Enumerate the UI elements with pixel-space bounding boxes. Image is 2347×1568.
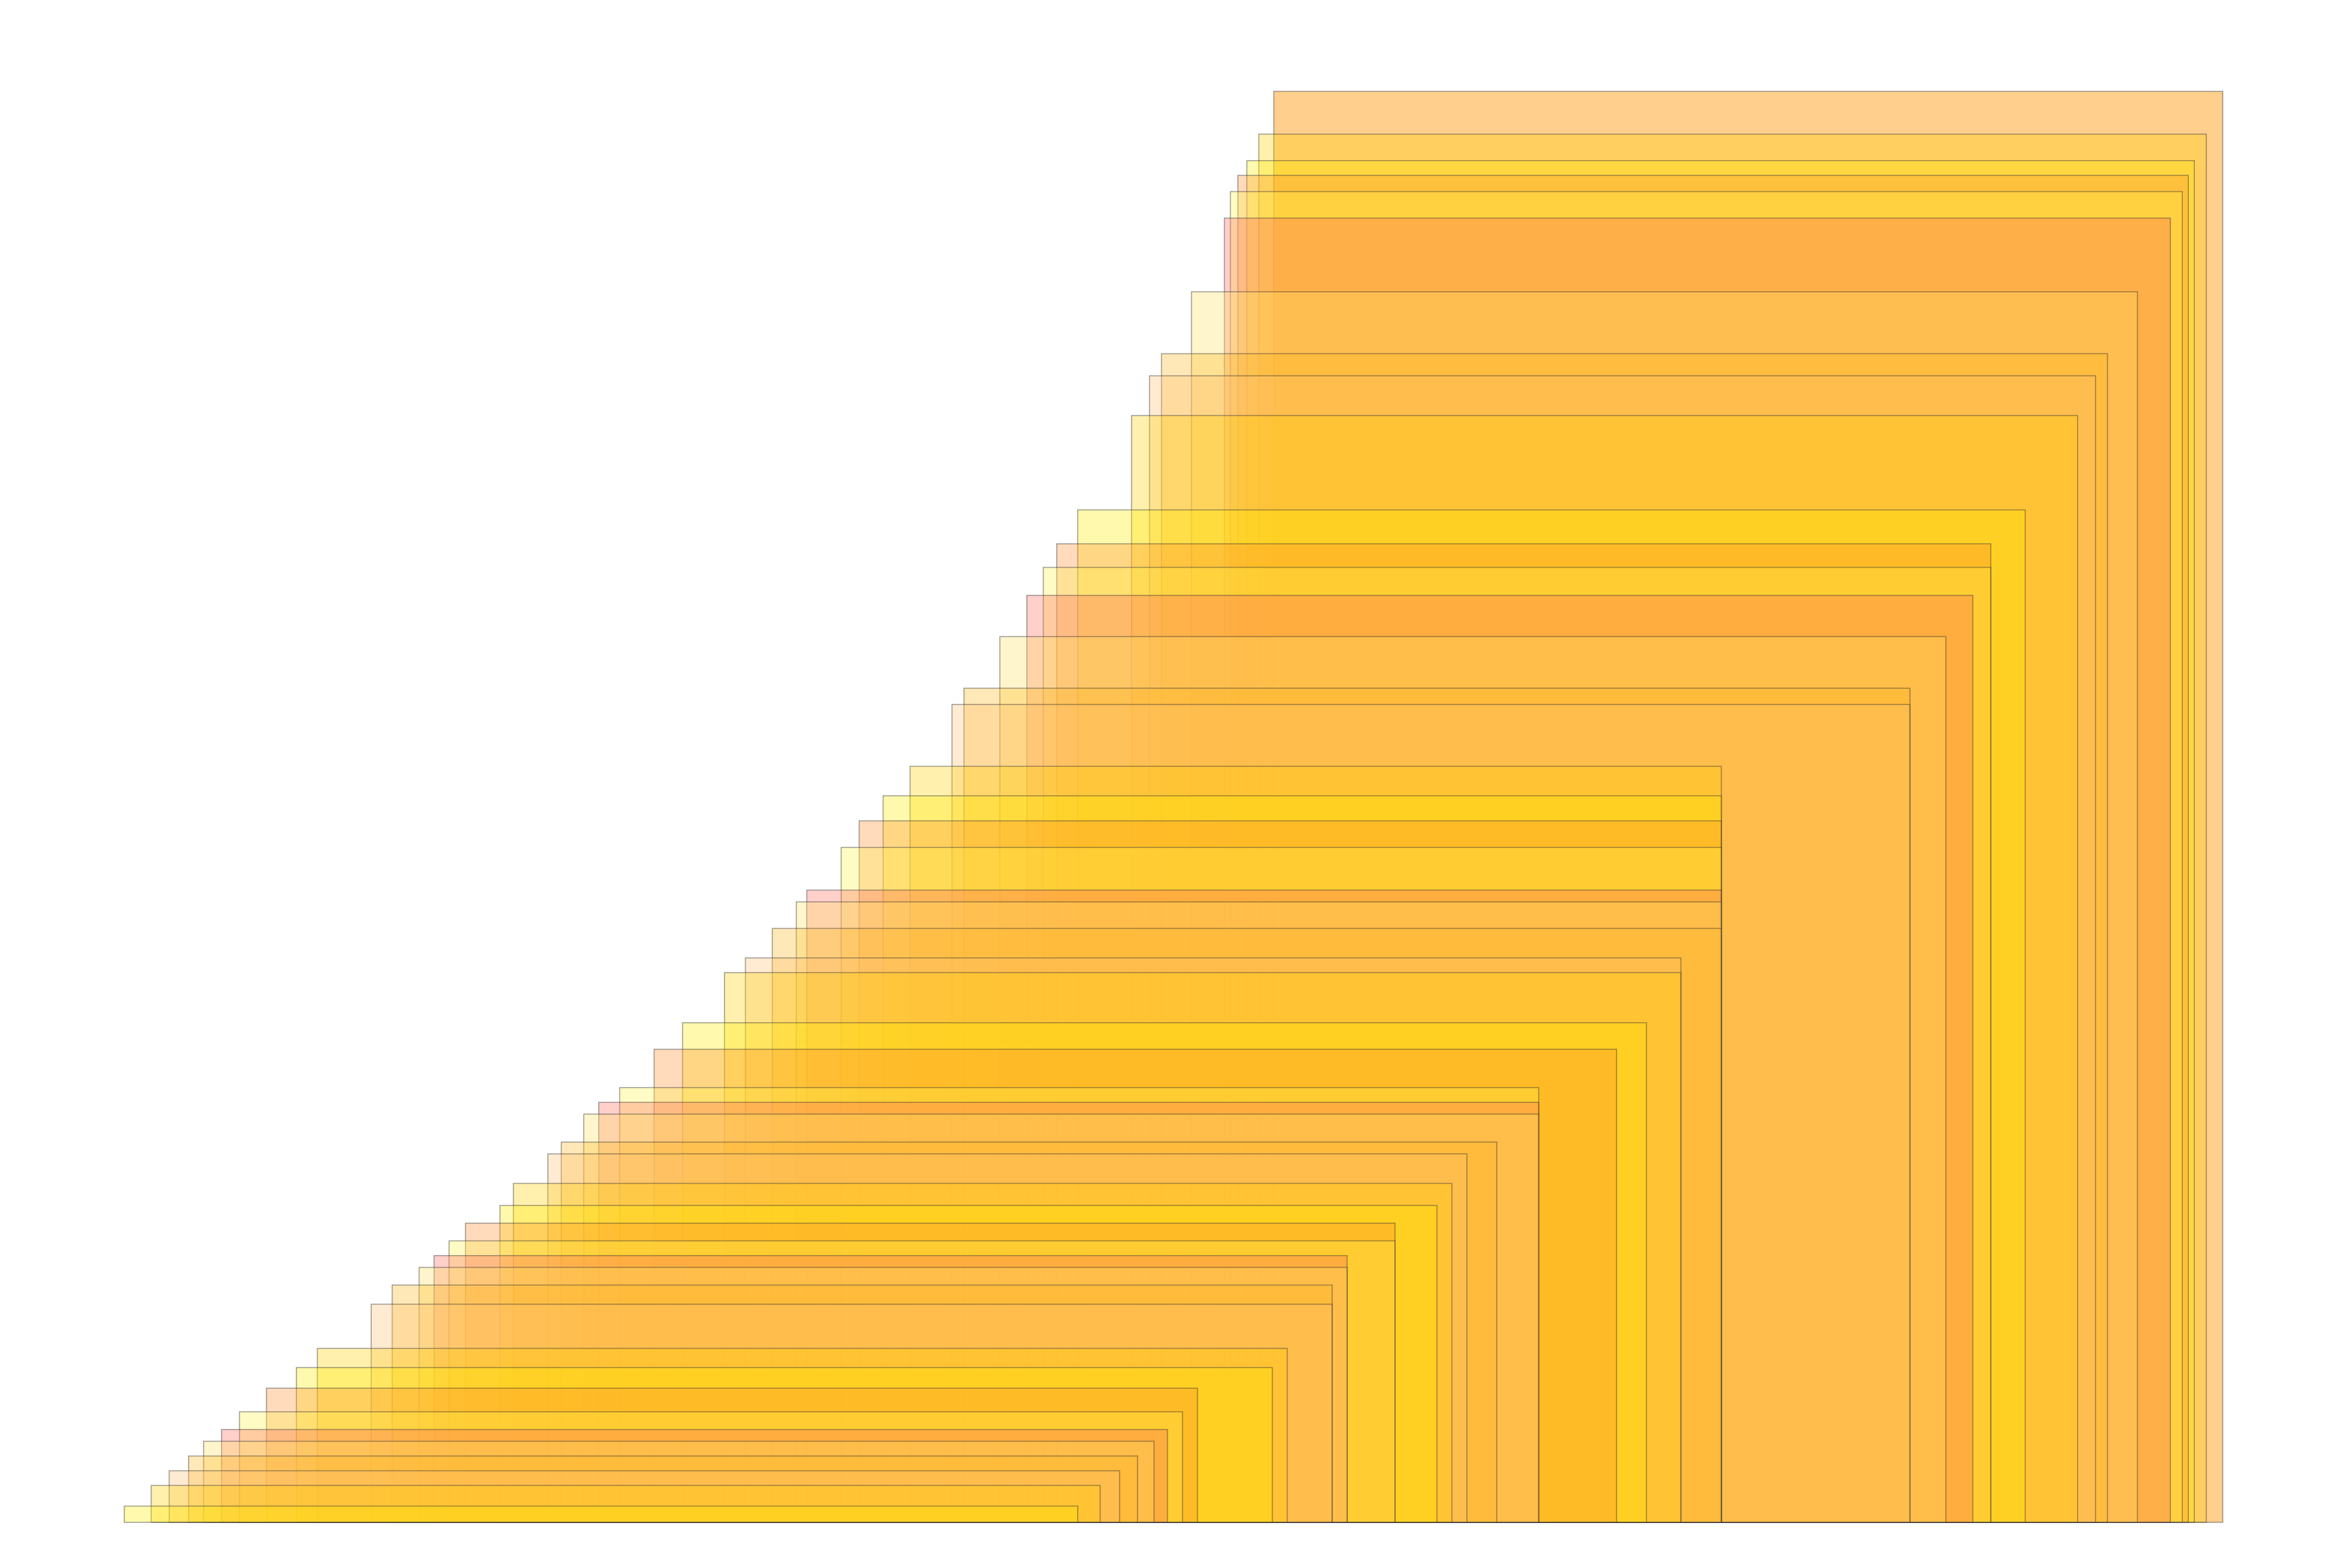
rectangle <box>168 1470 1120 1523</box>
rectangle <box>547 1153 1468 1523</box>
rectangle <box>840 847 1722 1523</box>
rectangle <box>744 957 1682 1523</box>
rectangle <box>1258 133 2207 1523</box>
rectangle <box>1149 375 2096 1523</box>
rectangle <box>951 703 1911 1523</box>
rectangle <box>963 687 1911 1523</box>
rectangle <box>316 1348 1288 1523</box>
rectangle <box>391 1284 1333 1523</box>
rectangle <box>513 1182 1453 1523</box>
rectangle <box>560 1141 1497 1523</box>
rectangle <box>1077 509 2026 1523</box>
rectangle <box>123 1505 1079 1523</box>
rectangle <box>1161 353 2108 1523</box>
rectangle <box>296 1367 1273 1523</box>
rectangle <box>724 972 1682 1523</box>
rectangle <box>1131 415 2078 1523</box>
rectangle <box>221 1428 1169 1523</box>
rectangle <box>1042 566 1992 1523</box>
rectangle <box>1056 543 1992 1523</box>
rectangle <box>1026 595 1974 1523</box>
rectangle <box>1237 175 2190 1523</box>
rectangle <box>619 1087 1540 1523</box>
rectangle <box>499 1205 1438 1523</box>
rectangle <box>465 1222 1396 1523</box>
rectangle <box>999 636 1947 1523</box>
rectangle <box>1223 217 2171 1523</box>
rectangle <box>150 1485 1101 1523</box>
rectangle <box>448 1240 1396 1523</box>
rectangle <box>909 765 1722 1523</box>
rectangle <box>806 889 1722 1523</box>
rectangle <box>265 1387 1198 1523</box>
rectangle <box>1229 191 2183 1523</box>
rectangle <box>418 1266 1348 1523</box>
rectangle <box>795 901 1722 1523</box>
rectangle <box>882 795 1722 1523</box>
rectangle <box>371 1303 1333 1523</box>
rectangle <box>858 820 1722 1523</box>
rectangle <box>682 1022 1648 1523</box>
rectangle <box>239 1411 1183 1523</box>
rectangle <box>1273 91 2224 1523</box>
rectangle <box>188 1455 1139 1523</box>
rectangle-stack <box>123 91 2224 1523</box>
rectangle <box>772 928 1722 1523</box>
rectangle <box>583 1113 1540 1523</box>
rectangle <box>598 1102 1540 1523</box>
rectangle <box>1246 160 2195 1523</box>
rectangle <box>1190 291 2139 1523</box>
rectangle <box>653 1049 1617 1523</box>
rectangle <box>202 1440 1155 1523</box>
rectangle <box>433 1255 1348 1523</box>
